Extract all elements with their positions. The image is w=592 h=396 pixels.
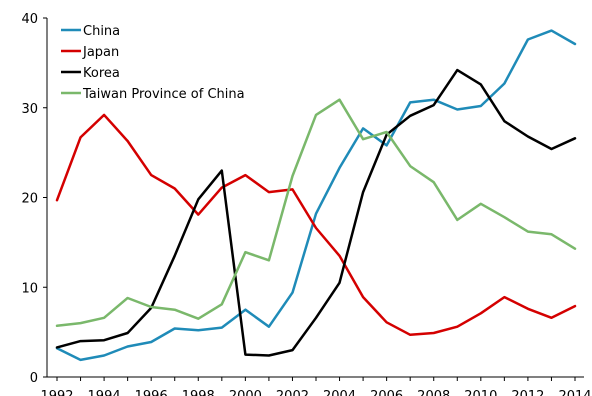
legend-label-korea: Korea [83,66,120,81]
x-tick-label: 1992 [40,389,73,396]
x-tick-label: 2014 [558,389,591,396]
legend-label-taiwan-province-of-china: Taiwan Province of China [82,87,245,102]
series-line-korea [55,68,577,357]
y-tick-label: 10 [21,281,38,296]
x-ticks: 1992 1994 1996 1998 2000 2002 2004 2006 2008 2010… [40,377,592,396]
series-lines [55,29,577,362]
x-tick-label: 2008 [417,389,450,396]
y-tick-label: 40 [21,12,38,27]
x-tick-label: 2010 [464,389,497,396]
x-tick-label: 2012 [511,389,544,396]
x-tick-label: 1996 [135,389,168,396]
y-tick-label: 0 [30,371,38,386]
x-tick-label: 1994 [88,389,121,396]
y-tick-label: 30 [21,102,38,117]
y-tick-label: 20 [21,192,38,207]
legend-label-japan: Japan [82,45,119,60]
legend-label-china: China [83,24,120,39]
x-tick-label: 1998 [182,389,215,396]
legend: China Japan Korea Taiwan Province of China [61,24,245,102]
series-line-taiwan-province-of-china [55,98,577,328]
x-tick-label: 2004 [323,389,356,396]
series-line-japan [55,113,577,337]
x-tick-label: 2006 [370,389,403,396]
x-tick-label: 2002 [276,389,309,396]
x-tick-label: 2000 [229,389,262,396]
series-line-china [55,29,577,362]
axes: 0 10 20 30 40 1992 1994 1996 1998 2000 2002 2004 20… [21,12,591,396]
y-ticks: 0 10 20 30 40 [21,12,47,386]
